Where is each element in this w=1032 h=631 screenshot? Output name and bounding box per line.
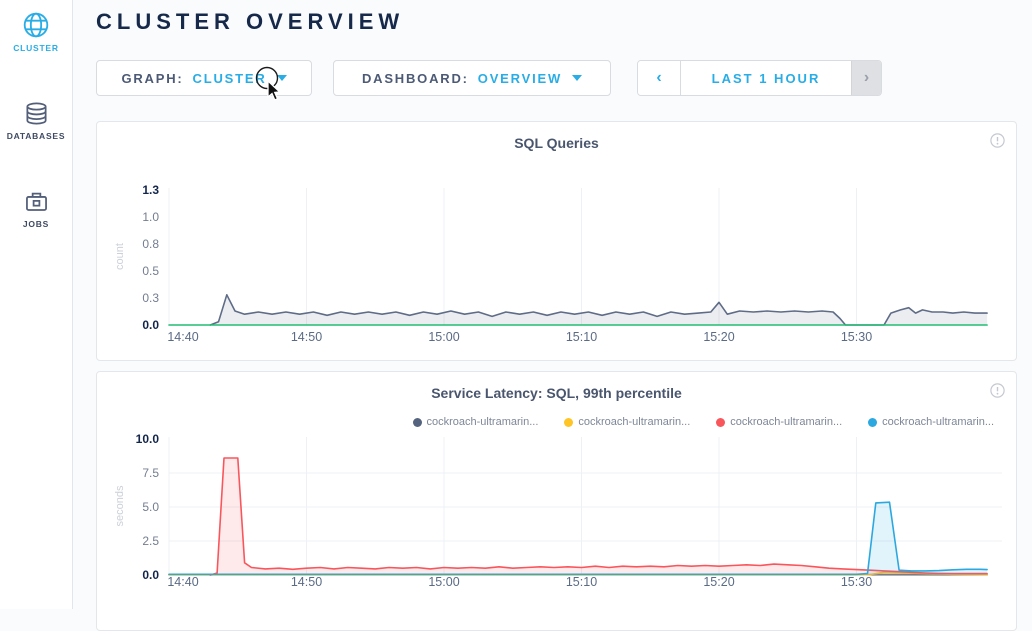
svg-text:0.3: 0.3 [142,291,159,305]
info-icon[interactable] [990,383,1005,403]
svg-text:7.5: 7.5 [142,466,159,480]
svg-text:15:10: 15:10 [566,575,597,589]
legend-item[interactable]: cockroach-ultramarin... [564,416,690,428]
svg-text:0.8: 0.8 [142,237,159,251]
legend-label: cockroach-ultramarin... [426,416,539,428]
legend-label: cockroach-ultramarin... [730,416,843,428]
svg-text:15:30: 15:30 [841,575,872,589]
chart-panel-service-latency: Service Latency: SQL, 99th percentile co… [96,371,1017,631]
svg-text:14:40: 14:40 [167,575,198,589]
svg-text:0.0: 0.0 [142,318,159,332]
sidebar-item-label: CLUSTER [13,43,59,53]
svg-text:2.5: 2.5 [142,534,159,548]
sidebar-item-label: JOBS [22,219,50,229]
legend-item[interactable]: cockroach-ultramarin... [716,416,842,428]
chevron-down-icon [276,75,287,81]
dashboard-dropdown[interactable]: DASHBOARD: OVERVIEW [333,60,611,96]
svg-text:1.0: 1.0 [142,210,159,224]
legend-dot-icon [716,417,726,427]
legend-dot-icon [564,417,574,427]
svg-text:5.0: 5.0 [142,500,159,514]
svg-text:14:50: 14:50 [291,575,322,589]
time-range-value[interactable]: LAST 1 HOUR [711,70,821,86]
svg-text:15:20: 15:20 [703,330,734,344]
chart-panel-sql-queries: SQL Queries 14:40 14:50 15:00 15:10 15:20 15:… [96,121,1017,361]
sidebar-item-cluster[interactable]: CLUSTER [0,0,72,53]
sidebar-item-jobs[interactable]: JOBS [0,141,72,229]
dashboard-dropdown-label: DASHBOARD: [361,70,469,86]
info-icon[interactable] [990,133,1005,153]
chevron-down-icon [572,75,583,81]
page-title: CLUSTER OVERVIEW [96,9,405,34]
sidebar-item-label: DATABASES [6,131,66,141]
svg-text:15:00: 15:00 [428,330,459,344]
globe-icon [22,11,50,39]
sidebar-item-databases[interactable]: DATABASES [0,53,72,141]
svg-text:seconds: seconds [114,485,126,526]
dashboard-dropdown-value: OVERVIEW [477,70,563,86]
svg-text:0.0: 0.0 [142,568,159,582]
svg-text:15:20: 15:20 [703,575,734,589]
legend-dot-icon [868,417,878,427]
time-range-next-button: › [851,61,881,95]
time-range-prev-button[interactable]: ‹ [638,61,681,95]
svg-text:count: count [114,243,126,270]
legend-dot-icon [412,417,422,427]
svg-text:15:10: 15:10 [566,330,597,344]
svg-text:15:30: 15:30 [841,330,872,344]
svg-text:10.0: 10.0 [136,432,160,446]
legend-label: cockroach-ultramarin... [882,416,994,428]
service-latency-chart: 14:40 14:50 15:00 15:10 15:20 15:30 0.0 2.5 5.0 7… [114,432,1002,589]
sidebar: CLUSTER DATABASES JOBS [0,0,73,609]
database-icon [23,100,50,127]
svg-text:15:00: 15:00 [428,575,459,589]
graph-dropdown[interactable]: GRAPH: CLUSTER [96,60,312,96]
chart-title: SQL Queries [514,135,599,151]
svg-text:0.5: 0.5 [142,264,159,278]
legend-item[interactable]: cockroach-ultramarin... [868,416,994,428]
briefcase-icon [23,188,50,215]
time-range-selector: ‹ LAST 1 HOUR › [637,60,882,96]
chart-title: Service Latency: SQL, 99th percentile [431,385,682,401]
legend-label: cockroach-ultramarin... [578,416,691,428]
svg-text:14:40: 14:40 [167,330,198,344]
chart-legend: cockroach-ultramarin... cockroach-ultrama… [412,416,994,428]
svg-text:14:50: 14:50 [291,330,322,344]
graph-dropdown-label: GRAPH: [121,70,184,86]
sql-queries-chart: 14:40 14:50 15:00 15:10 15:20 15:30 0.0 0.3 0.5 0… [114,183,988,344]
graph-dropdown-value: CLUSTER [192,70,267,86]
svg-text:1.3: 1.3 [142,183,159,197]
legend-item[interactable]: cockroach-ultramarin... [412,416,539,428]
